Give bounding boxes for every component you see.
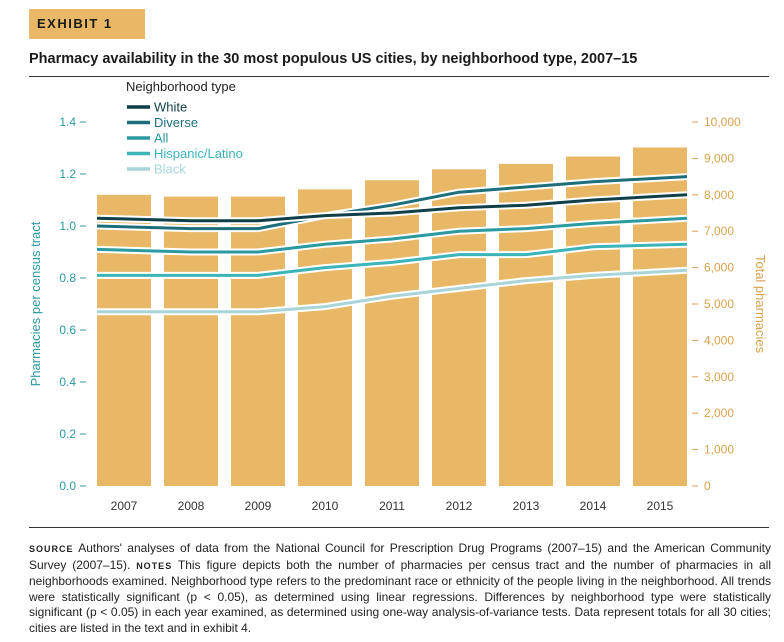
source-text: Authors' analyses of data from the Natio… — [29, 541, 771, 572]
exhibit-label: EXHIBIT 1 — [37, 16, 113, 31]
x-tick-label: 2007 — [111, 499, 138, 513]
right-tick-label: 3,000 — [704, 370, 734, 384]
x-tick-label: 2011 — [379, 499, 405, 513]
right-tick-label: 9,000 — [704, 151, 734, 165]
legend-title: Neighborhood type — [126, 79, 236, 94]
legend-label-Hispanic/Latino: Hispanic/Latino — [154, 146, 243, 161]
exhibit-badge: EXHIBIT 1 — [29, 9, 145, 39]
bar-2008 — [164, 196, 218, 486]
bar-2014 — [566, 156, 620, 486]
series-line-All — [96, 216, 688, 254]
bar-2012 — [432, 169, 486, 486]
bar-2007 — [97, 194, 151, 487]
x-tick-label: 2013 — [513, 499, 540, 513]
left-tick-label: 0.6 — [59, 323, 76, 337]
left-tick-label: 0.2 — [59, 427, 76, 441]
right-tick-label: 5,000 — [704, 297, 734, 311]
series-line-Hispanic/Latino — [97, 242, 688, 277]
right-tick-label: 10,000 — [704, 115, 741, 129]
legend-label-White: White — [154, 100, 187, 115]
bar-2009 — [231, 196, 285, 486]
chart-title: Pharmacy availability in the 30 most pop… — [29, 51, 638, 67]
series-line-Black — [97, 268, 688, 314]
chart: 0.0 0.2 0.4 0.6 0.8 1.0 1.2 1.4 0 1,000 2,000 3,000… — [28, 79, 768, 513]
right-tick-label: 8,000 — [704, 188, 734, 202]
right-tick-label: 1,000 — [704, 443, 734, 457]
right-tick-label: 7,000 — [704, 224, 734, 238]
right-axis-title: Total pharmacies — [753, 255, 768, 354]
legend-label-Diverse: Diverse — [154, 115, 198, 130]
series-line-White — [96, 193, 688, 223]
left-tick-label: 0.0 — [59, 479, 76, 493]
left-tick-label: 0.4 — [59, 375, 76, 389]
right-tick-label: 6,000 — [704, 261, 734, 275]
legend-label-All: All — [154, 131, 169, 146]
bar-2013 — [499, 163, 553, 487]
x-tick-label: 2009 — [245, 499, 272, 513]
x-tick-label: 2008 — [178, 499, 205, 513]
bar-2015 — [633, 147, 687, 487]
left-axis-title: Pharmacies per census tract — [28, 221, 43, 386]
x-tick-label: 2012 — [446, 499, 473, 513]
x-tick-label: 2015 — [647, 499, 674, 513]
right-tick-label: 4,000 — [704, 333, 734, 347]
source-tag: SOURCE — [29, 544, 74, 554]
bar-2010 — [298, 189, 352, 486]
left-tick-label: 1.4 — [59, 115, 76, 129]
left-tick-label: 1.0 — [59, 219, 76, 233]
right-tick-label: 2,000 — [704, 406, 734, 420]
x-tick-label: 2010 — [312, 499, 339, 513]
notes-block: SOURCE Authors' analyses of data from th… — [29, 541, 771, 636]
right-tick-label: 0 — [704, 479, 711, 493]
left-tick-label: 0.8 — [59, 271, 76, 285]
notes-rule — [29, 527, 769, 528]
title-rule — [29, 76, 769, 77]
x-tick-label: 2014 — [580, 499, 607, 513]
legend-label-Black: Black — [154, 162, 186, 177]
bar-2011 — [365, 180, 419, 487]
series-line-Diverse — [96, 175, 688, 231]
notes-text: This figure depicts both the number of p… — [29, 557, 771, 635]
left-tick-label: 1.2 — [59, 167, 76, 181]
notes-tag: NOTES — [136, 560, 173, 571]
